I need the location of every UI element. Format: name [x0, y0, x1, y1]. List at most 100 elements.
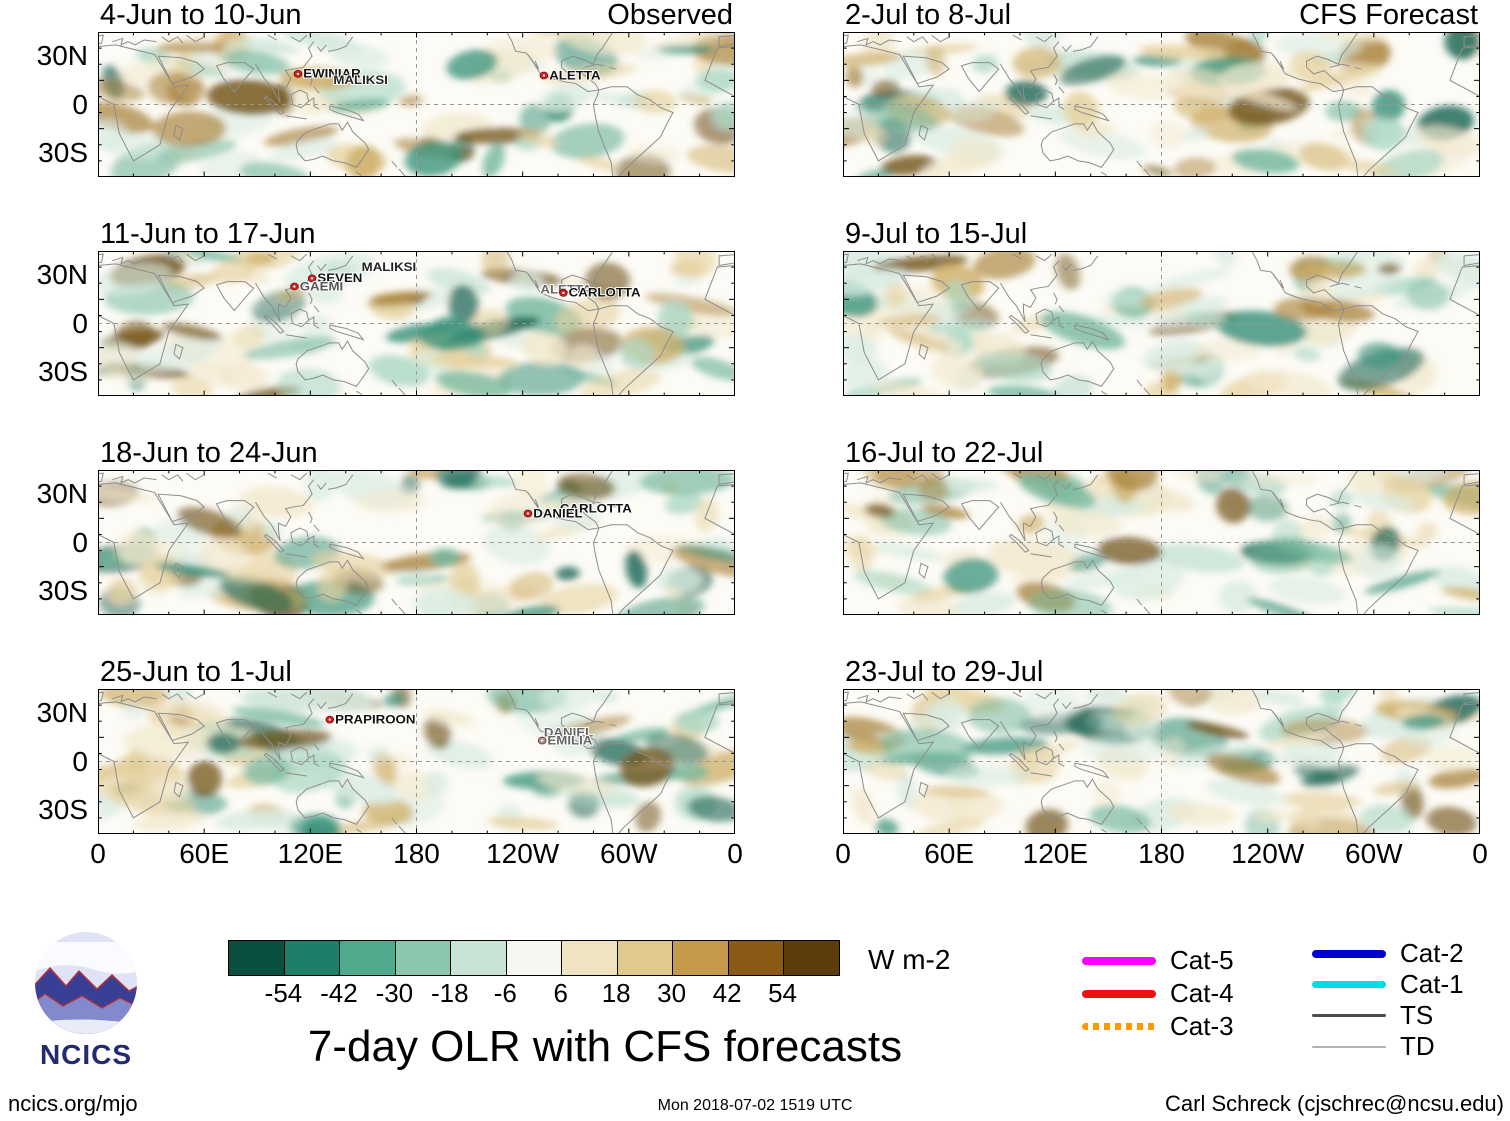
colorbar-segment	[395, 941, 452, 975]
lat-axis-label: 0	[72, 307, 88, 339]
colorbar-segment	[617, 941, 674, 975]
panel-observed-week2: 11-Jun to 17-Jun MALIKSI SEVEN GAEMI ALETTA…	[98, 219, 735, 398]
storm-marker-eye	[542, 74, 546, 77]
storm-label: EWINIAR	[303, 67, 360, 80]
storm-marker-eye	[540, 739, 544, 742]
storm-legend-minor: Cat-2 Cat-1 TS TD	[1312, 938, 1464, 1062]
lon-axis-label: 60W	[600, 838, 658, 869]
legend-label: Cat-1	[1400, 969, 1464, 999]
footer-timestamp: Mon 2018-07-02 1519 UTC	[657, 1097, 853, 1114]
olr-anomaly-field	[98, 251, 735, 396]
colorbar-tick-label: 6	[553, 978, 568, 1008]
panel-observed-week1: 4-Jun to 10-Jun Observed EWINIAR MALIKSI A…	[98, 0, 735, 179]
colorbar-tick-label: -54	[264, 978, 303, 1008]
colorbar-segment	[673, 941, 729, 975]
legend-line-icon	[1312, 949, 1386, 958]
map-forecast-week3	[843, 470, 1480, 615]
colorbar-segment	[284, 941, 341, 975]
colorbar	[228, 940, 840, 976]
legend-label: Cat-2	[1400, 938, 1464, 968]
olr-anomaly-field	[843, 470, 1480, 615]
lon-axis-label: 60E	[924, 838, 975, 869]
panel-observed-week4: 25-Jun to 1-Jul PRAPIROON DANIEL EMILIA	[98, 657, 735, 836]
legend-line-icon	[1082, 989, 1156, 998]
lon-axis-label: 60W	[1345, 838, 1403, 869]
coastlines	[843, 251, 1480, 396]
column-header-observed: Observed	[607, 0, 733, 31]
colorbar-segment	[451, 941, 507, 975]
colorbar-segment	[728, 941, 785, 975]
colorbar-segment	[506, 941, 563, 975]
storm-legend-major: Cat-5 Cat-4 Cat-3	[1082, 944, 1234, 1043]
panel-observed-week3: 18-Jun to 24-Jun CARLOTTA DANIEL	[98, 438, 735, 617]
ncics-logo: NCICS	[14, 930, 158, 1071]
storm-label: MALIKSI	[333, 74, 388, 87]
legend-line-icon	[1312, 981, 1386, 988]
storm-marker-eye	[328, 718, 332, 721]
legend-line-icon	[1082, 956, 1156, 965]
longitude-axis-left: 0 60E 120E 180 120W 60W 0	[90, 838, 743, 874]
panel-forecast-week1: 2-Jul to 8-Jul CFS Forecast	[843, 0, 1480, 179]
panel-title: 9-Jul to 15-Jul	[845, 218, 1028, 250]
lat-axis-label: 30N	[36, 478, 88, 510]
panel-forecast-week2: 9-Jul to 15-Jul	[843, 219, 1480, 398]
storm-marker-eye	[310, 277, 314, 280]
map-forecast-week4	[843, 689, 1480, 834]
lat-axis-label: 30S	[38, 793, 88, 825]
colorbar-tick-label: 30	[657, 978, 687, 1008]
storm-label: SEVEN	[317, 272, 362, 285]
colorbar-tick-label: -6	[493, 978, 517, 1008]
legend-row-cat-4: Cat-4	[1082, 977, 1234, 1010]
storm-marker-eye	[296, 72, 300, 76]
storm-label: CARLOTTA	[560, 502, 632, 515]
storm-marker-eye	[293, 285, 296, 288]
legend-row-ts: TS	[1312, 1000, 1464, 1031]
coastlines	[98, 32, 735, 177]
map-forecast-week1	[843, 32, 1480, 177]
colorbar-tick-label: -30	[375, 978, 414, 1008]
panel-forecast-week3: 16-Jul to 22-Jul	[843, 438, 1480, 617]
colorbar-tick-label: -18	[431, 978, 469, 1008]
figure-title: 7-day OLR with CFS forecasts	[307, 1022, 903, 1071]
storm-marker-eye	[526, 512, 530, 515]
panel-title: 11-Jun to 17-Jun	[100, 218, 316, 250]
colorbar-segment	[340, 941, 396, 975]
coastlines	[98, 689, 735, 834]
column-header-forecast: CFS Forecast	[1299, 0, 1478, 31]
legend-row-cat-2: Cat-2	[1312, 938, 1464, 969]
legend-label: Cat-5	[1170, 945, 1234, 975]
lon-axis-label: 120W	[486, 838, 560, 869]
panel-title: 18-Jun to 24-Jun	[100, 437, 318, 469]
lat-axis-label: 30N	[36, 259, 88, 291]
footer-url: ncics.org/mjo	[8, 1091, 138, 1116]
legend-label: TS	[1400, 1000, 1434, 1030]
storm-label: MALIKSI	[362, 261, 417, 274]
lat-axis-label: 30S	[38, 136, 88, 168]
panel-title: 16-Jul to 22-Jul	[845, 437, 1044, 469]
coastlines	[98, 470, 735, 615]
lat-axis-label: 30N	[36, 40, 88, 72]
colorbar-tick-label: -42	[320, 978, 358, 1008]
legend-line-icon	[1312, 1045, 1386, 1048]
storm-label: EMILIA	[547, 734, 592, 747]
storm-label: ALETTA	[540, 283, 591, 296]
legend-label: Cat-4	[1170, 978, 1234, 1008]
colorbar-tick-label: 18	[601, 978, 631, 1008]
olr-anomaly-field	[98, 470, 735, 615]
lon-axis-label: 0	[90, 838, 106, 869]
longitude-axis-right: 0 60E 120E 180 120W 60W 0	[835, 838, 1488, 874]
storm-label: PRAPIROON	[335, 713, 415, 726]
lon-axis-label: 120E	[1022, 838, 1089, 869]
lon-axis-label: 180	[393, 838, 440, 869]
panel-title: 25-Jun to 1-Jul	[100, 656, 292, 688]
storm-label: DANIEL	[533, 507, 583, 520]
olr-anomaly-field	[843, 689, 1480, 834]
colorbar-segment	[562, 941, 618, 975]
legend-row-cat-3: Cat-3	[1082, 1010, 1234, 1043]
colorbar-tick-labels: -54 -42 -30 -18 -6 6 18 30 42 54	[228, 978, 838, 1008]
ncics-logo-text: NCICS	[39, 1039, 133, 1070]
lat-axis-label: 0	[72, 88, 88, 120]
